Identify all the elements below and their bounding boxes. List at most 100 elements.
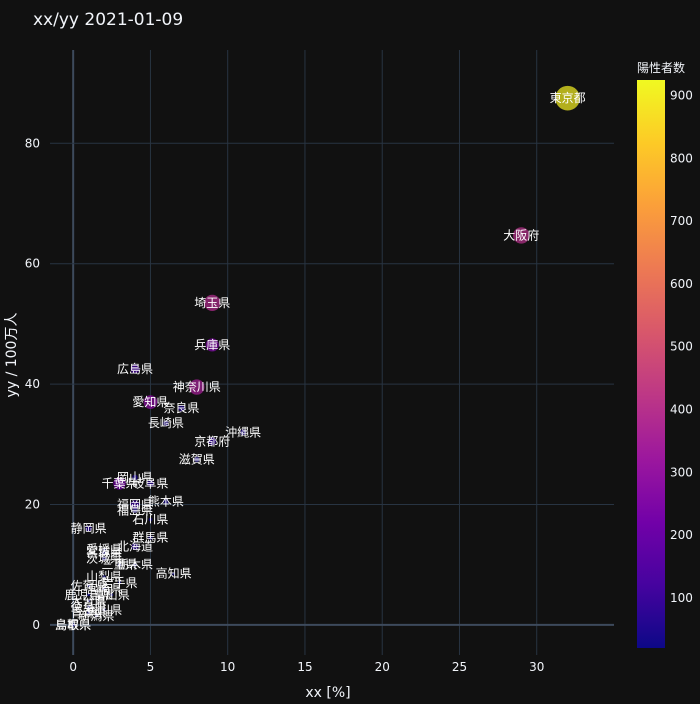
point-label: 広島県 bbox=[117, 361, 153, 376]
scatter-point[interactable] bbox=[178, 405, 185, 412]
scatter-point[interactable] bbox=[163, 498, 169, 505]
colorbar-ticks: 100 200 300 400 500 600 700 800 900 bbox=[670, 89, 693, 605]
point-label: 栃木県 bbox=[117, 558, 153, 572]
scatter-point[interactable] bbox=[87, 611, 91, 615]
point-label: 兵庫県 bbox=[194, 338, 230, 352]
label-layer: 東京都大阪府埼玉県兵庫県広島県神奈川県愛知県奈良県長崎県沖縄県京都府滋賀県岡山県… bbox=[55, 91, 585, 632]
scatter-point[interactable] bbox=[87, 584, 91, 588]
x-axis-title: xx [%] bbox=[305, 685, 350, 700]
scatter-point[interactable] bbox=[110, 593, 114, 597]
point-label: 岐阜県 bbox=[132, 476, 168, 490]
scatter-point[interactable] bbox=[133, 562, 137, 567]
point-label: 埼玉県 bbox=[194, 296, 230, 310]
scatter-point[interactable] bbox=[130, 500, 140, 509]
point-label: 長崎県 bbox=[148, 416, 184, 430]
point-label: 東京都 bbox=[550, 91, 586, 105]
scatter-point[interactable] bbox=[117, 562, 122, 567]
x-tick-label: 20 bbox=[375, 660, 390, 674]
point-label: 徳島県 bbox=[71, 599, 107, 614]
point-label: 岩手県 bbox=[102, 575, 138, 590]
point-label: 滋賀県 bbox=[179, 452, 215, 466]
y-tick-label: 40 bbox=[25, 377, 40, 391]
colorbar-tick-label: 500 bbox=[670, 340, 693, 354]
scatter-point[interactable] bbox=[102, 550, 107, 555]
point-label: 富山県 bbox=[94, 587, 130, 602]
scatter-point[interactable] bbox=[71, 623, 75, 627]
point-label: 岡山県 bbox=[117, 470, 153, 484]
scatter-point[interactable] bbox=[189, 379, 205, 395]
point-label: 宮崎県 bbox=[86, 581, 122, 596]
scatter-point[interactable] bbox=[87, 593, 91, 597]
scatter-point[interactable] bbox=[87, 599, 91, 603]
point-label: 大阪府 bbox=[503, 227, 539, 242]
scatter-point[interactable] bbox=[113, 477, 126, 490]
colorbar-gradient bbox=[637, 80, 665, 648]
scatter-point[interactable] bbox=[146, 479, 154, 487]
scatter-point[interactable] bbox=[87, 605, 91, 609]
point-label: 京都府 bbox=[194, 433, 230, 448]
scatter-point[interactable] bbox=[240, 429, 247, 436]
colorbar-tick-label: 300 bbox=[670, 465, 693, 479]
point-label: 佐賀県 bbox=[71, 579, 107, 593]
scatter-point[interactable] bbox=[208, 437, 217, 446]
scatter-point[interactable] bbox=[148, 517, 153, 522]
y-tick-label: 20 bbox=[25, 498, 40, 512]
scatter-point[interactable] bbox=[118, 581, 122, 585]
point-label: 静岡県 bbox=[71, 522, 107, 536]
colorbar-tick-label: 400 bbox=[670, 403, 693, 417]
scatter-point[interactable] bbox=[555, 85, 580, 111]
point-label: 石川県 bbox=[132, 513, 168, 527]
scatter-point[interactable] bbox=[85, 525, 92, 532]
scatter-point[interactable] bbox=[194, 456, 200, 462]
point-label: 大分県 bbox=[71, 594, 107, 608]
scatter-point[interactable] bbox=[132, 508, 138, 513]
scatter-point[interactable] bbox=[101, 556, 107, 561]
point-label: 鹿児島県 bbox=[65, 587, 113, 602]
x-tick-label: 0 bbox=[69, 660, 77, 674]
scatter-point[interactable] bbox=[205, 338, 219, 352]
scatter-point[interactable] bbox=[204, 294, 221, 311]
point-label: 神奈川県 bbox=[173, 380, 221, 394]
x-tick-label: 30 bbox=[529, 660, 544, 674]
axis-layer: 0 5 10 15 20 25 30 0 20 40 60 80 bbox=[25, 136, 545, 674]
scatter-point[interactable] bbox=[513, 227, 530, 244]
point-label: 宮城県 bbox=[86, 545, 122, 560]
point-label: 福島県 bbox=[117, 503, 153, 518]
point-label: 沖縄県 bbox=[225, 424, 261, 439]
scatter-point[interactable] bbox=[102, 587, 106, 591]
scatter-point[interactable] bbox=[132, 474, 138, 481]
scatter-point[interactable] bbox=[143, 395, 158, 410]
point-label: 青森県 bbox=[71, 605, 107, 620]
point-label: 新潟県 bbox=[78, 608, 114, 623]
point-label: 熊本県 bbox=[148, 493, 184, 508]
scatter-point[interactable] bbox=[172, 572, 176, 576]
point-label: 愛媛県 bbox=[86, 543, 122, 557]
scatter-point[interactable] bbox=[102, 608, 106, 612]
colorbar-tick-label: 800 bbox=[670, 151, 693, 165]
x-tick-label: 25 bbox=[452, 660, 467, 674]
y-tick-label: 80 bbox=[25, 136, 40, 150]
chart-title: xx/yy 2021-01-09 bbox=[33, 10, 183, 30]
colorbar-tick-label: 100 bbox=[670, 591, 693, 605]
scatter-point[interactable] bbox=[102, 575, 106, 579]
colorbar-tick-label: 900 bbox=[670, 89, 693, 103]
colorbar-title: 陽性者数 bbox=[637, 60, 685, 75]
point-label: 千葉県 bbox=[102, 476, 138, 490]
point-label: 島根県 bbox=[55, 617, 91, 632]
scatter-point[interactable] bbox=[102, 548, 106, 552]
scatter-point[interactable] bbox=[163, 420, 169, 426]
grid-layer bbox=[50, 50, 614, 655]
point-label: 奈良県 bbox=[163, 400, 199, 415]
scatter-point[interactable] bbox=[130, 364, 140, 374]
scatter-point[interactable] bbox=[148, 535, 153, 540]
colorbar-tick-label: 200 bbox=[670, 528, 693, 542]
scatter-point[interactable] bbox=[131, 543, 139, 551]
point-label: 山梨県 bbox=[86, 570, 122, 584]
point-label: 群馬県 bbox=[132, 531, 168, 545]
point-label: 鳥取県 bbox=[55, 617, 91, 632]
point-label: 香川県 bbox=[86, 603, 122, 617]
scatter-point[interactable] bbox=[94, 614, 98, 618]
colorbar-tick-label: 600 bbox=[670, 277, 693, 291]
